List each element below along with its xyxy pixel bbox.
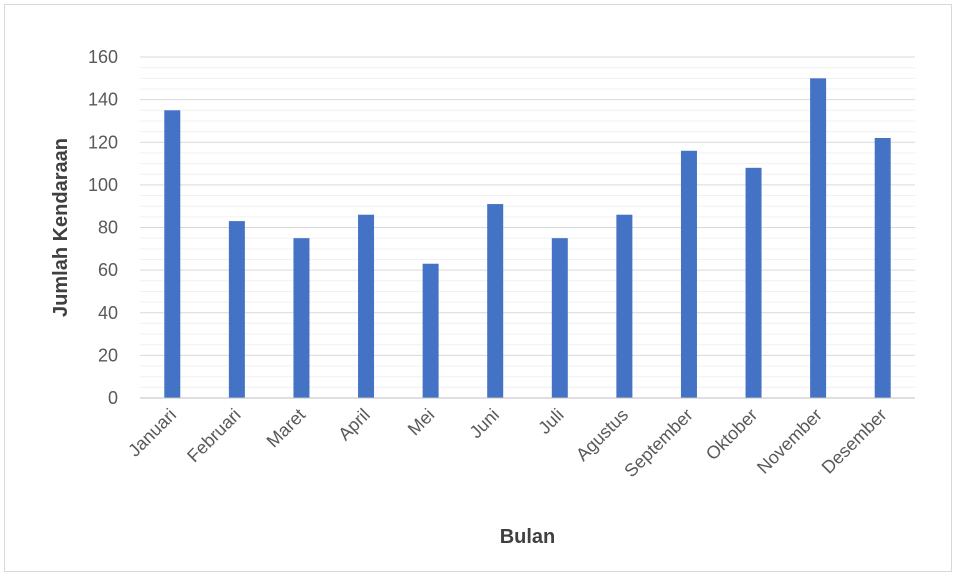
y-axis-ticks: 0 20 40 60 80 100 120 140 160 [88, 47, 118, 408]
x-tick-label: Juni [466, 405, 503, 442]
y-tick-label: 160 [88, 47, 118, 67]
x-tick-label: Februari [183, 405, 245, 467]
bar [422, 263, 439, 398]
x-tick-label: Juli [534, 405, 567, 438]
bar [358, 214, 375, 398]
chart-frame [4, 4, 952, 572]
bar [745, 167, 762, 398]
x-tick-label: Januari [124, 405, 180, 461]
y-tick-label: 60 [98, 260, 118, 280]
x-tick-label: Maret [263, 405, 310, 452]
bar [680, 150, 697, 398]
bar [874, 137, 891, 399]
bar-series [164, 78, 891, 399]
y-tick-label: 100 [88, 175, 118, 195]
x-axis-title: Bulan [500, 526, 556, 548]
y-tick-label: 140 [88, 90, 118, 110]
x-tick-label: Agustus [572, 405, 632, 465]
x-tick-label: April [334, 405, 374, 445]
x-axis-ticks: Januari Februari Maret April Mei Juni Juli Agus… [124, 405, 890, 481]
x-tick-label: Mei [404, 405, 439, 440]
bar [810, 78, 827, 398]
x-tick-label: September [620, 405, 696, 481]
bar [293, 238, 310, 398]
y-tick-label: 20 [98, 345, 118, 365]
x-tick-label: Desember [818, 405, 891, 478]
y-tick-label: 80 [98, 218, 118, 238]
bar [616, 214, 633, 398]
y-tick-label: 40 [98, 303, 118, 323]
gridlines [140, 56, 915, 388]
y-axis-title: Jumlah Kendaraan [50, 138, 72, 317]
x-tick-label: November [753, 405, 826, 478]
bar [164, 110, 181, 398]
bar [228, 221, 245, 398]
x-tick-label: Oktober [702, 405, 761, 464]
bar [551, 238, 568, 398]
y-tick-label: 0 [108, 388, 118, 408]
y-tick-label: 120 [88, 132, 118, 152]
bar [487, 204, 504, 398]
